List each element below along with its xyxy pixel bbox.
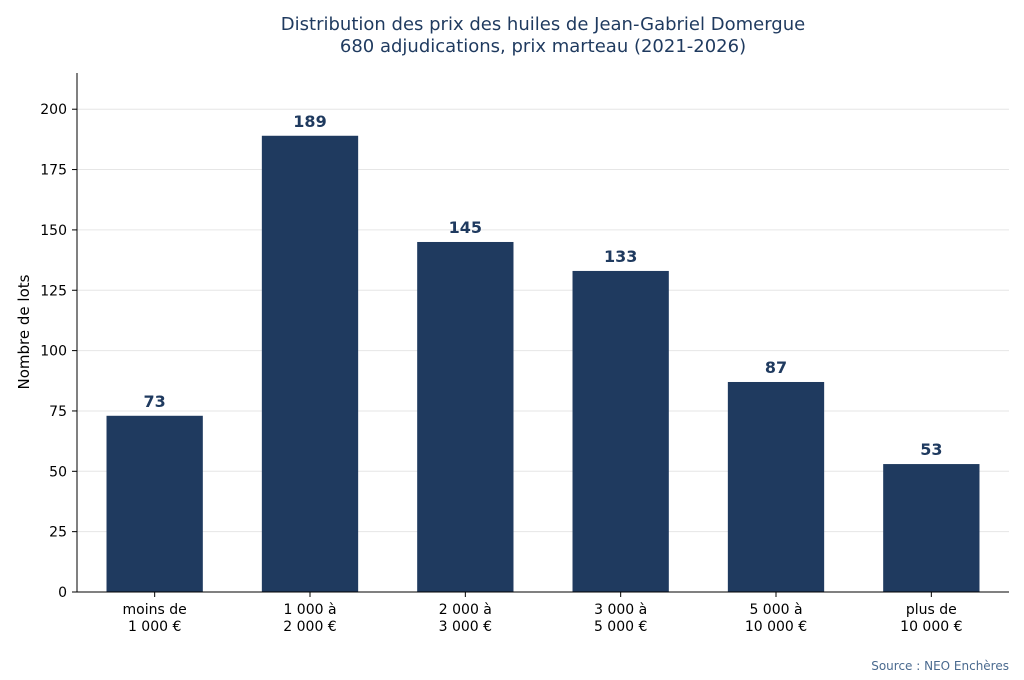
- y-ticks: 0 25 50 75 100 125 150 175 200: [40, 102, 77, 601]
- y-tick-label: 150: [40, 223, 67, 239]
- bar-value-label: 73: [144, 392, 166, 411]
- grid-lines: [77, 108, 1009, 533]
- y-tick-label: 175: [40, 163, 67, 179]
- y-tick-label: 50: [49, 464, 67, 480]
- bar-value-label: 133: [604, 247, 637, 266]
- bars: [106, 135, 980, 592]
- bar-value-label: 189: [293, 112, 326, 131]
- chart-subtitle: 680 adjudications, prix marteau (2021-20…: [340, 36, 746, 57]
- y-tick-label: 75: [49, 404, 67, 420]
- y-tick-label: 0: [58, 585, 67, 601]
- y-tick-label: 200: [40, 102, 67, 118]
- chart-title: Distribution des prix des huiles de Jean…: [281, 14, 805, 35]
- y-tick-label: 125: [40, 283, 67, 299]
- bar: [417, 241, 514, 592]
- bar: [727, 381, 825, 592]
- source-note: Source : NEO Enchères: [871, 659, 1009, 673]
- bar-value-label: 87: [765, 358, 787, 377]
- y-tick-label: 25: [49, 525, 67, 541]
- x-tick-label: 5 000 à 10 000 €: [745, 602, 807, 635]
- bar: [106, 415, 203, 592]
- bar: [261, 135, 359, 592]
- data-labels: 73 189 145 133 87 53: [144, 112, 943, 459]
- bar: [572, 270, 669, 592]
- axes: [76, 73, 1009, 593]
- x-tick-label: moins de 1 000 €: [123, 602, 187, 635]
- x-tick-label: plus de 10 000 €: [900, 602, 962, 635]
- y-axis-label: Nombre de lots: [15, 274, 33, 389]
- bar-value-label: 145: [449, 218, 482, 237]
- y-tick-label: 100: [40, 344, 67, 360]
- bar: [883, 464, 980, 592]
- bar-value-label: 53: [920, 440, 942, 459]
